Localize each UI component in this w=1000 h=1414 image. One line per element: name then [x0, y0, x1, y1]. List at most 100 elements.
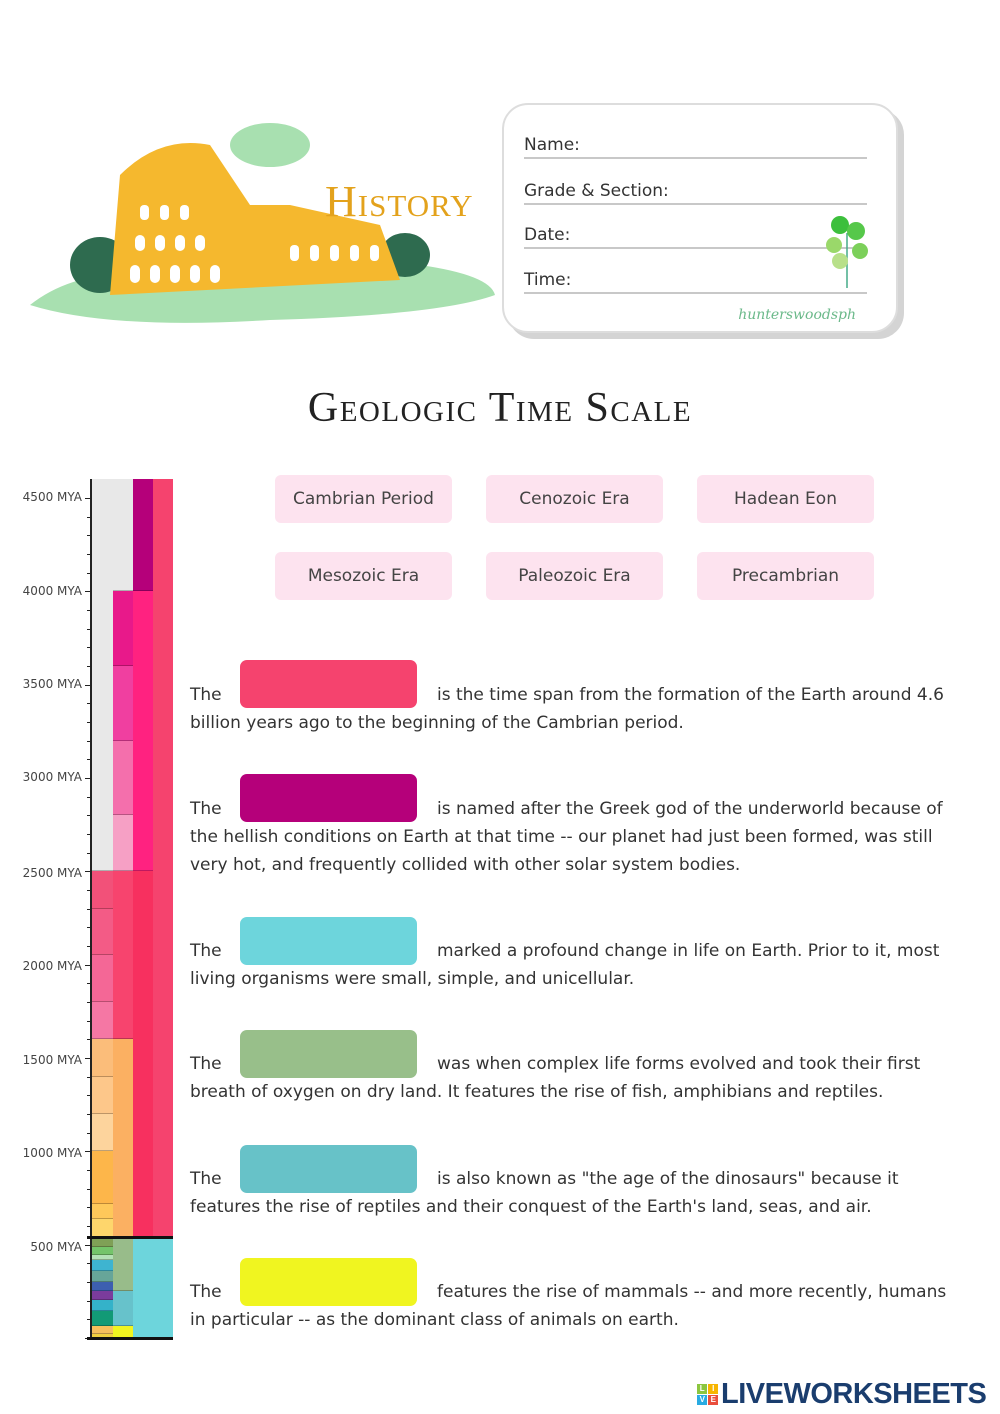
time-block: [91, 1203, 113, 1220]
time-block: [91, 1236, 113, 1248]
axis-tick: [87, 889, 91, 891]
time-block: [153, 1236, 173, 1338]
time-block: [91, 1270, 113, 1283]
axis-tick: [87, 815, 91, 817]
axis-tick: [87, 945, 91, 947]
tick-label: 500 MYA: [30, 1240, 82, 1254]
axis-tick: [87, 665, 91, 667]
time-block: [91, 1076, 113, 1114]
time-block: [91, 1259, 113, 1271]
axis-tick: [87, 908, 91, 910]
time-block: [91, 1001, 113, 1040]
question-2: The is named after the Greek god of the u…: [190, 799, 943, 875]
axis-tick: [87, 1188, 91, 1190]
time-block: [133, 1236, 153, 1338]
axis-tick: [87, 759, 91, 761]
subject-heading: History: [325, 177, 474, 226]
time-block: [113, 591, 133, 666]
axis-tick: [87, 553, 91, 555]
axis-tick: [87, 833, 91, 835]
time-block: [91, 1310, 113, 1326]
geologic-time-scale: [0, 0, 190, 1414]
axis-tick: [85, 497, 91, 499]
tick-label: 3500 MYA: [22, 677, 82, 691]
word-bank-item[interactable]: Cambrian Period: [275, 475, 452, 523]
word-bank-item[interactable]: Precambrian: [697, 552, 874, 600]
axis-tick: [87, 1169, 91, 1171]
word-bank-item[interactable]: Cenozoic Era: [486, 475, 663, 523]
time-block: [91, 479, 113, 872]
time-block: [113, 1236, 133, 1291]
axis-tick: [87, 1132, 91, 1134]
time-block: [91, 1113, 113, 1152]
answer-drop-zone-6[interactable]: [240, 1258, 417, 1306]
time-field[interactable]: Time:: [524, 270, 867, 294]
word-bank-item[interactable]: Mesozoic Era: [275, 552, 452, 600]
tick-label: 2500 MYA: [22, 866, 82, 880]
axis-tick: [87, 1001, 91, 1003]
tick-label: 3000 MYA: [22, 770, 82, 784]
time-block: [113, 665, 133, 741]
axis-tick: [87, 1263, 91, 1265]
grade-section-field[interactable]: Grade & Section:: [524, 181, 867, 205]
time-block: [91, 1039, 113, 1077]
tick-label: 2000 MYA: [22, 959, 82, 973]
tick-label: 4000 MYA: [22, 584, 82, 598]
axis-tick: [85, 964, 91, 966]
axis-tick: [85, 684, 91, 686]
axis-tick: [85, 591, 91, 593]
axis-tick: [87, 983, 91, 985]
time-block: [91, 955, 113, 1002]
time-block: [133, 871, 153, 1237]
colosseum-illustration: [30, 123, 495, 323]
axis-tick: [87, 852, 91, 854]
time-block: [91, 1333, 113, 1338]
time-block: [133, 591, 153, 872]
axis-tick: [85, 1151, 91, 1153]
tick-label: 1000 MYA: [22, 1146, 82, 1160]
question-3: The marked a profound change in life on E…: [190, 941, 940, 989]
name-field[interactable]: Name:: [524, 135, 867, 159]
word-bank-item[interactable]: Hadean Eon: [697, 475, 874, 523]
question-5: The is also known as "the age of the dino…: [190, 1169, 899, 1217]
boundary-line: [87, 1337, 173, 1340]
axis-tick: [87, 1281, 91, 1283]
axis-tick: [87, 1113, 91, 1115]
axis-tick: [87, 1095, 91, 1097]
axis-tick: [87, 927, 91, 929]
question-4: The was when complex life forms evolved a…: [190, 1054, 921, 1102]
time-block: [91, 1151, 113, 1204]
axis-tick: [85, 1057, 91, 1059]
answer-drop-zone-4[interactable]: [240, 1030, 417, 1078]
plant-icon: [826, 216, 868, 288]
answer-drop-zone-3[interactable]: [240, 917, 417, 965]
question-6: The features the rise of mammals -- and m…: [190, 1282, 947, 1330]
word-bank-item[interactable]: Paleozoic Era: [486, 552, 663, 600]
axis-tick: [87, 516, 91, 518]
axis-tick: [87, 535, 91, 537]
axis-tick: [87, 1300, 91, 1302]
axis-tick: [85, 1244, 91, 1246]
time-block: [91, 908, 113, 956]
axis-tick: [87, 703, 91, 705]
axis-tick: [87, 796, 91, 798]
answer-drop-zone-1[interactable]: [240, 660, 417, 708]
time-block: [91, 871, 113, 909]
axis-tick: [87, 609, 91, 611]
axis-tick: [87, 1319, 91, 1321]
time-block: [91, 1325, 113, 1334]
answer-drop-zone-5[interactable]: [240, 1145, 417, 1193]
time-block: [113, 1290, 133, 1326]
axis-tick: [87, 1076, 91, 1078]
answer-drop-zone-2[interactable]: [240, 774, 417, 822]
axis-tick: [87, 647, 91, 649]
time-block: [113, 815, 133, 872]
time-block: [91, 1300, 113, 1311]
time-block: [113, 1039, 133, 1237]
time-block: [113, 479, 133, 592]
time-block: [91, 1247, 113, 1256]
date-field[interactable]: Date:: [524, 225, 867, 249]
axis-tick: [87, 1225, 91, 1227]
tick-label: 4500 MYA: [22, 490, 82, 504]
